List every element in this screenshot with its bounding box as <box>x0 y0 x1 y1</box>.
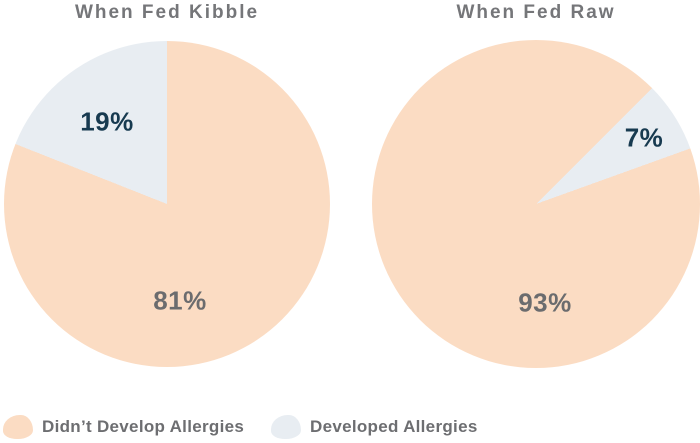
legend-item-developed: Developed Allergies <box>271 415 478 439</box>
label-raw-didnt-develop-percent: 93% <box>518 287 572 318</box>
legend-item-didnt-develop: Didn’t Develop Allergies <box>3 415 244 439</box>
legend-label-developed: Developed Allergies <box>310 417 478 436</box>
legend-label-didnt-develop: Didn’t Develop Allergies <box>42 417 245 436</box>
legend-swatch-didnt-develop <box>3 415 33 439</box>
label-kibble-didnt-develop-percent: 81% <box>153 285 207 316</box>
pie-chart-kibble <box>4 41 330 367</box>
pie-chart-raw <box>372 40 700 368</box>
legend-swatch-developed <box>271 415 301 439</box>
label-raw-developed-percent: 7% <box>624 122 664 153</box>
chart-title-kibble: When Fed Kibble <box>74 2 260 23</box>
label-kibble-developed-percent: 19% <box>80 106 134 137</box>
chart-title-raw: When Fed Raw <box>456 2 616 23</box>
